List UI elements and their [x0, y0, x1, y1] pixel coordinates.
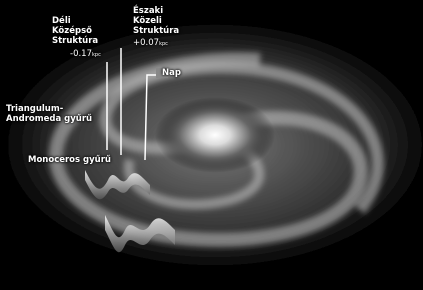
label-line: Andromeda gyűrű — [6, 114, 92, 124]
triangulum-label: Triangulum- Andromeda gyűrű — [6, 104, 92, 124]
south-middle-label: Déli Középső Struktúra — [52, 16, 98, 46]
south-offset: -0.17kpc — [70, 49, 101, 60]
label-line: Közeli — [133, 16, 179, 26]
label-line: Struktúra — [133, 26, 179, 36]
offset-value: +0.07 — [133, 38, 159, 48]
galactic-core — [155, 97, 275, 173]
label-line: Északi — [133, 6, 179, 16]
north-near-label: Északi Közeli Struktúra — [133, 6, 179, 36]
label-line: Struktúra — [52, 36, 98, 46]
offset-unit: kpc — [92, 52, 101, 58]
offset-unit: kpc — [159, 41, 168, 47]
sun-label: Nap — [162, 68, 181, 78]
monoceros-label: Monoceros gyűrű — [28, 155, 111, 165]
label-line: Déli — [52, 16, 98, 26]
galaxy-figure: Déli Középső Struktúra -0.17kpc Északi K… — [0, 0, 423, 290]
label-line: Triangulum- — [6, 104, 92, 114]
offset-value: -0.17 — [70, 49, 92, 59]
north-offset: +0.07kpc — [133, 38, 168, 49]
label-line: Középső — [52, 26, 98, 36]
